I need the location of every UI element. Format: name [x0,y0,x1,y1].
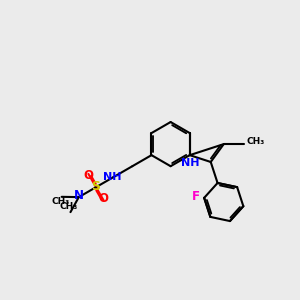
Text: NH: NH [103,172,122,182]
Text: O: O [99,193,109,206]
Text: CH₃: CH₃ [246,137,264,146]
Text: S: S [92,180,100,193]
Text: CH₃: CH₃ [60,202,78,211]
Text: NH: NH [181,158,200,168]
Text: CH₃: CH₃ [51,197,69,206]
Text: F: F [191,190,200,202]
Text: N: N [74,189,84,202]
Text: O: O [83,169,93,182]
